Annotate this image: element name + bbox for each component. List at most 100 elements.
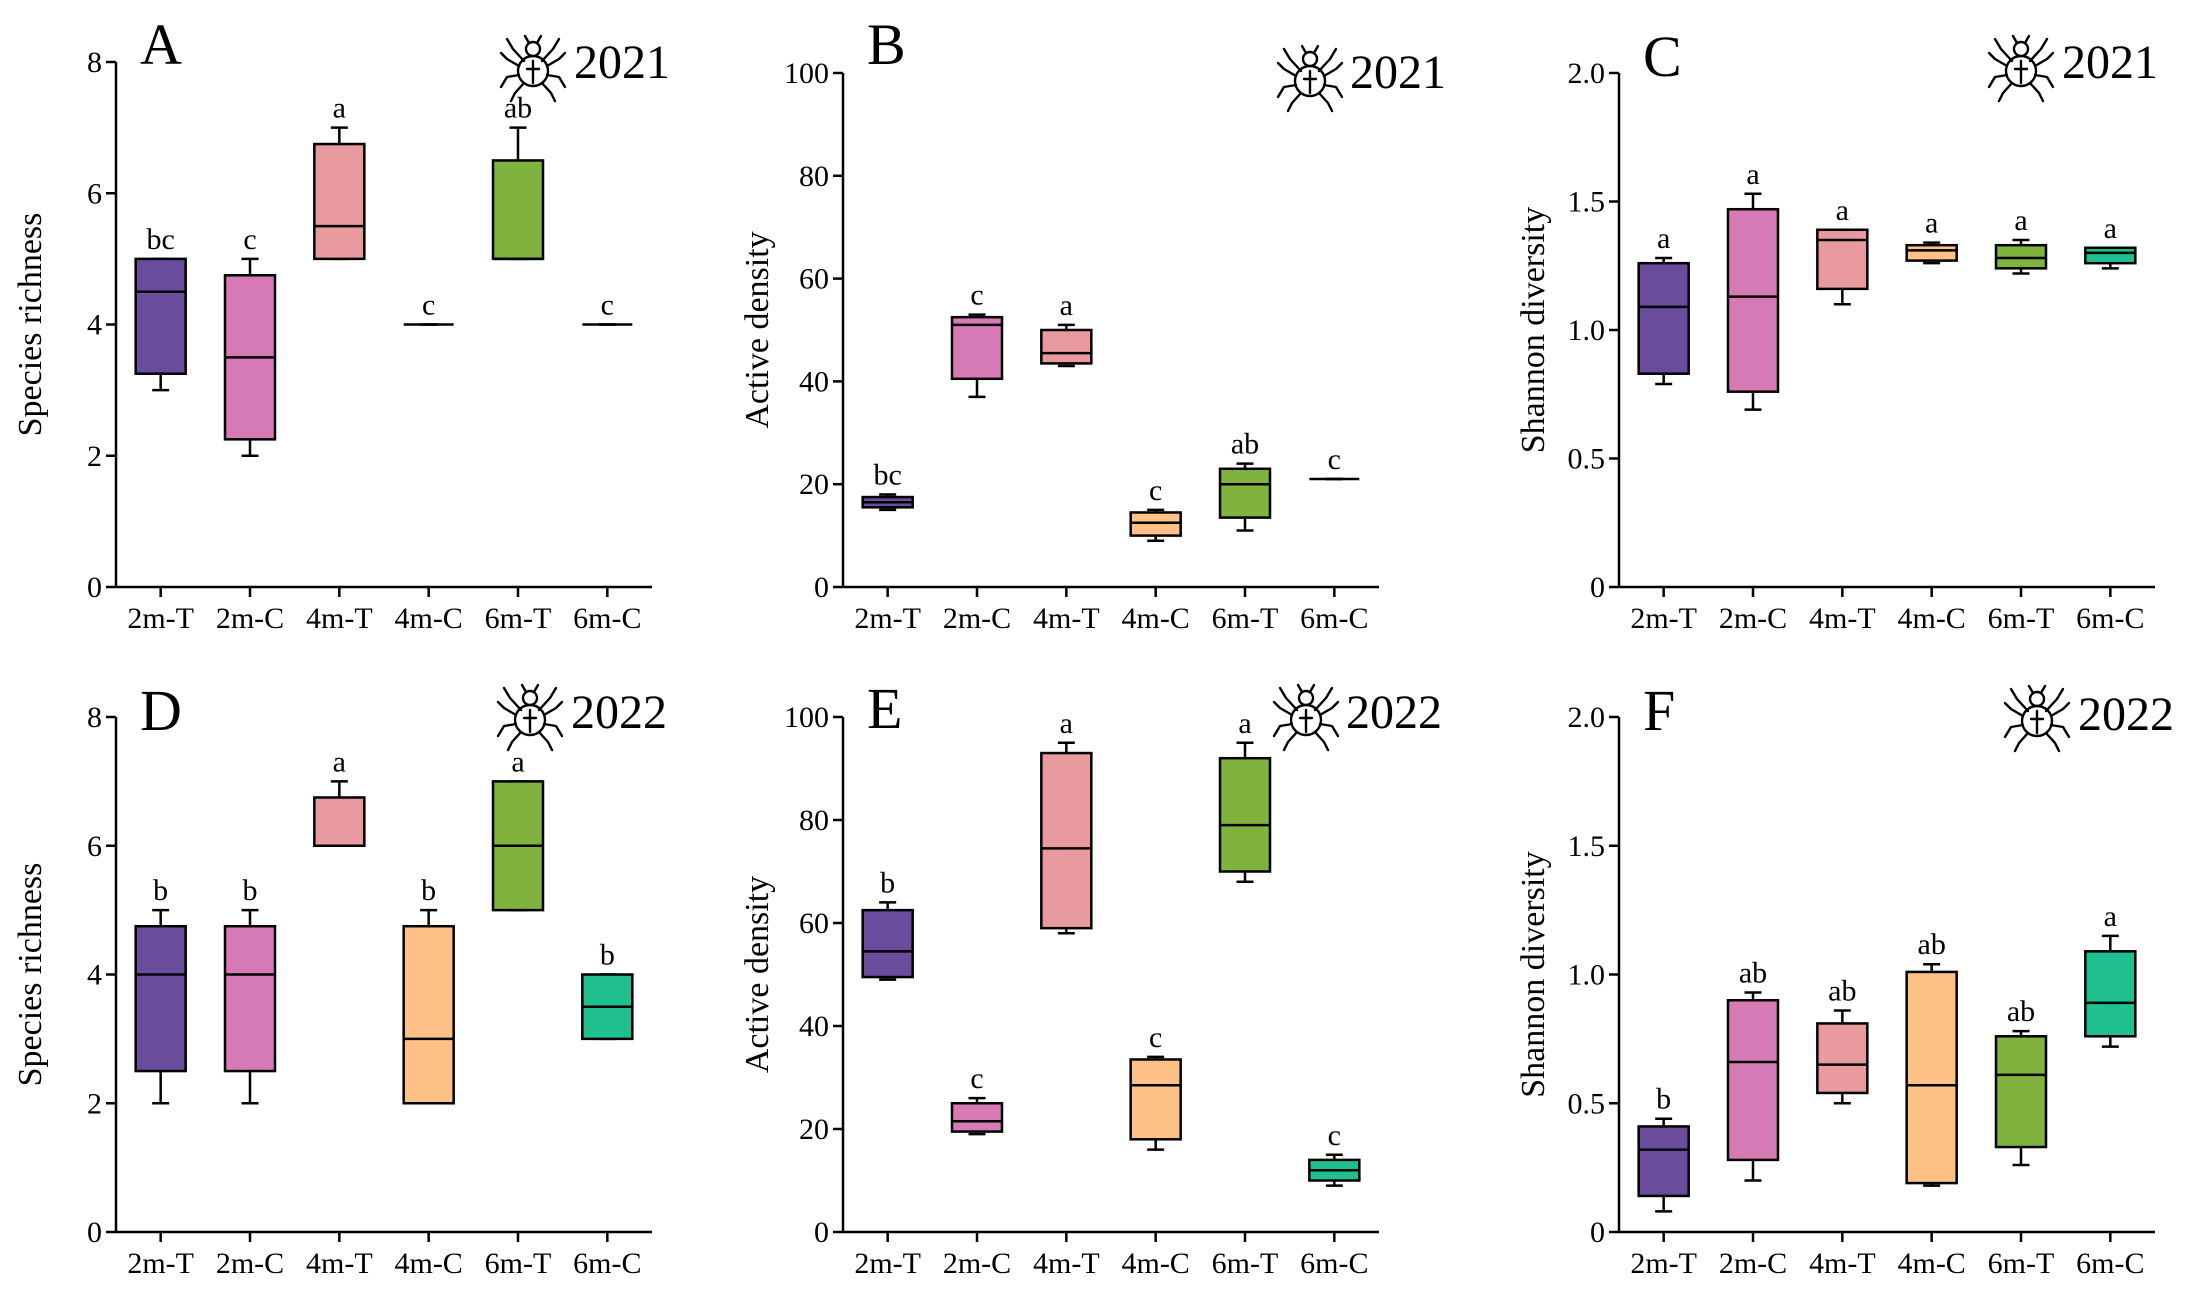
x-tick-label: 2m-C (216, 602, 284, 635)
significance-label: b (1656, 1083, 1671, 1116)
box-body (1040, 328, 1093, 365)
significance-label: c (970, 1062, 983, 1095)
box-body (1129, 511, 1182, 537)
box-2m-T: b (134, 874, 187, 1105)
y-tick-label: 2.0 (1568, 701, 1606, 734)
box-body (950, 1102, 1004, 1133)
spider-icon (499, 34, 567, 103)
box-4m-C: c (1129, 1021, 1182, 1151)
box-2m-C: b (223, 874, 277, 1105)
panel-letter: E (867, 676, 902, 741)
y-axis-label: Active density (739, 876, 776, 1073)
box-2m-C: ab (1726, 957, 1780, 1182)
y-tick-label: 60 (799, 263, 829, 296)
box-body (861, 908, 914, 979)
box-body (491, 159, 545, 261)
box-body (313, 796, 366, 847)
box-6m-T: ab (1218, 428, 1272, 532)
significance-label: a (2014, 204, 2027, 237)
x-tick-label: 4m-C (1121, 1247, 1189, 1280)
box-2m-T: b (861, 866, 914, 981)
box-4m-T: a (1816, 194, 1869, 306)
significance-label: ab (2007, 995, 2035, 1028)
significance-label: c (1328, 1119, 1341, 1152)
box-4m-C: a (1905, 207, 1958, 265)
y-tick-label: 0 (1590, 1216, 1605, 1249)
significance-label: b (243, 874, 258, 907)
box-6m-C: a (2084, 212, 2137, 270)
box-body (1129, 1058, 1182, 1141)
significance-label: a (1836, 194, 1849, 227)
y-tick-label: 2.0 (1568, 57, 1606, 90)
significance-label: ab (1231, 428, 1259, 461)
x-tick-label: 4m-T (306, 602, 373, 635)
significance-label: a (511, 745, 524, 778)
box-4m-C: c (403, 289, 454, 326)
x-tick-label: 2m-T (1630, 602, 1697, 635)
box-body (1905, 243, 1958, 262)
spider-icon (496, 683, 564, 752)
y-tick-label: 0 (87, 571, 102, 604)
box-6m-T: a (1218, 707, 1272, 884)
x-tick-label: 6m-C (573, 602, 641, 635)
significance-label: c (970, 279, 983, 312)
y-tick-label: 4 (87, 309, 102, 342)
panel-letter: D (140, 678, 182, 743)
y-tick-label: 2 (87, 1087, 102, 1120)
box-4m-T: a (1040, 289, 1093, 368)
x-tick-label: 6m-T (1212, 602, 1279, 635)
x-tick-label: 4m-T (1033, 1247, 1100, 1280)
box-body (1994, 243, 2048, 270)
box-body (950, 315, 1004, 381)
x-tick-label: 6m-T (1988, 602, 2055, 635)
y-tick-label: 8 (87, 701, 102, 734)
significance-label: a (1925, 207, 1938, 240)
x-tick-label: 6m-C (2076, 1247, 2144, 1280)
x-tick-label: 6m-C (2076, 602, 2144, 635)
significance-label: a (1060, 707, 1073, 740)
box-4m-C: b (402, 874, 455, 1105)
box-6m-C: b (581, 939, 634, 1041)
y-tick-label: 2 (87, 440, 102, 473)
x-tick-label: 4m-T (1033, 602, 1100, 635)
y-tick-label: 40 (799, 1010, 829, 1043)
x-tick-label: 2m-C (943, 1247, 1011, 1280)
box-6m-T: ab (491, 92, 545, 261)
significance-label: b (153, 874, 168, 907)
x-tick-label: 6m-C (1300, 602, 1368, 635)
y-tick-label: 1.0 (1568, 314, 1606, 347)
y-axis-label: Shannon diversity (1515, 851, 1552, 1097)
box-2m-T: bc (134, 223, 187, 392)
spider-icon (1276, 44, 1344, 113)
x-tick-label: 2m-T (854, 1247, 921, 1280)
box-4m-C: c (1129, 474, 1182, 542)
box-4m-T: a (313, 92, 366, 261)
x-tick-label: 6m-T (485, 1247, 552, 1280)
x-tick-label: 6m-T (1988, 1247, 2055, 1280)
y-tick-label: 0 (1590, 571, 1605, 604)
significance-label: bc (874, 458, 902, 491)
panel-b: 0 20 40 60 80 100 2m-T 2m-C 4m-T 4m-C 6m-T 6m-C Acti… (739, 12, 1446, 635)
box-6m-C: c (1308, 1119, 1361, 1187)
x-tick-label: 4m-C (394, 602, 462, 635)
box-4m-T: a (313, 745, 366, 847)
panel-letter: B (867, 12, 906, 77)
panel-e: 0 20 40 60 80 100 2m-T 2m-C 4m-T 4m-C 6m-T 6m-C Acti… (739, 676, 1442, 1280)
x-tick-label: 2m-T (127, 1247, 194, 1280)
y-axis-label: Active density (739, 231, 776, 428)
box-2m-T: bc (861, 458, 914, 512)
x-tick-label: 6m-C (1300, 1247, 1368, 1280)
x-tick-label: 4m-T (306, 1247, 373, 1280)
significance-label: ab (504, 92, 532, 125)
panel-letter: F (1643, 678, 1675, 743)
y-tick-label: 20 (799, 468, 829, 501)
y-axis-label: Species richness (12, 863, 49, 1087)
year-label: 2021 (1350, 46, 1446, 99)
panel-letter: A (140, 12, 182, 77)
x-tick-label: 4m-T (1809, 602, 1876, 635)
y-tick-label: 1.5 (1568, 830, 1606, 863)
box-body (313, 142, 366, 261)
box-6m-T: a (491, 745, 545, 912)
significance-label: a (1060, 289, 1073, 322)
